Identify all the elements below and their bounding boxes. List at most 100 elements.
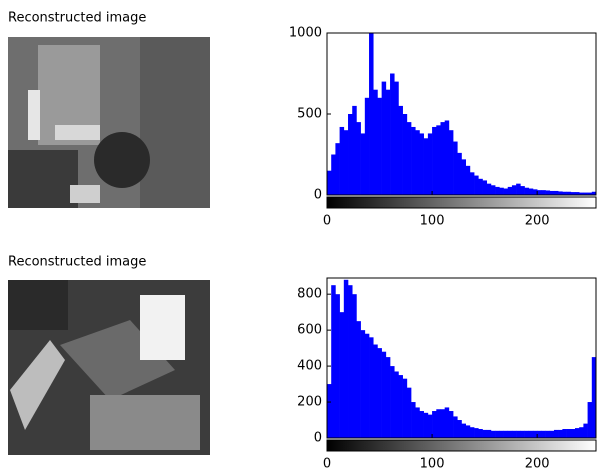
bar xyxy=(415,130,420,195)
bar xyxy=(344,280,349,438)
bar xyxy=(390,366,395,438)
bar xyxy=(466,166,471,195)
bar xyxy=(340,127,345,195)
bar xyxy=(487,430,492,438)
y-tick-label: 400 xyxy=(297,359,322,374)
bar xyxy=(436,409,441,438)
bar xyxy=(474,428,479,438)
bar xyxy=(361,330,366,438)
bar xyxy=(419,411,424,438)
bar xyxy=(525,188,530,195)
bar xyxy=(445,120,450,195)
x-tick-label: 100 xyxy=(420,457,445,472)
bar xyxy=(348,285,353,438)
bar xyxy=(579,427,584,438)
bar xyxy=(504,431,509,438)
colorbar xyxy=(327,440,596,451)
bar xyxy=(432,127,437,195)
bar xyxy=(474,176,479,195)
bar xyxy=(415,407,420,438)
bar xyxy=(352,294,357,438)
x-tick-label: 0 xyxy=(323,457,331,472)
bar xyxy=(327,171,332,195)
y-tick-label: 600 xyxy=(297,323,322,338)
bar xyxy=(356,321,361,438)
figure: Reconstructed image Reconstructed image … xyxy=(0,0,598,472)
bar xyxy=(411,127,416,195)
bar xyxy=(352,106,357,195)
bar xyxy=(335,143,340,195)
bar xyxy=(386,357,391,438)
bar xyxy=(457,420,462,438)
bar xyxy=(562,429,567,438)
bar xyxy=(377,98,382,195)
bar xyxy=(394,82,399,195)
bar xyxy=(432,411,437,438)
bar xyxy=(491,431,496,438)
y-tick-label: 0 xyxy=(314,431,322,446)
y-tick-label: 800 xyxy=(297,287,322,302)
bar xyxy=(575,428,580,438)
y-tick-label: 0 xyxy=(314,188,322,203)
bar xyxy=(504,189,509,195)
bar xyxy=(499,431,504,438)
bar xyxy=(571,429,576,438)
bar xyxy=(508,431,513,438)
bar xyxy=(373,90,378,195)
bar xyxy=(419,133,424,195)
bar xyxy=(365,334,370,438)
colorbar xyxy=(327,197,596,208)
bar xyxy=(369,337,374,438)
x-tick-label: 200 xyxy=(525,214,550,229)
bar xyxy=(462,159,467,195)
bar xyxy=(424,138,429,195)
bar xyxy=(491,185,496,195)
bar xyxy=(525,431,530,438)
bar xyxy=(588,402,593,438)
bar xyxy=(470,427,475,438)
bar xyxy=(407,388,412,438)
bar xyxy=(508,187,513,195)
bar xyxy=(567,429,572,438)
bar xyxy=(550,191,555,195)
bar xyxy=(335,294,340,438)
bar xyxy=(583,424,588,438)
y-tick-label: 500 xyxy=(297,107,322,122)
bar xyxy=(382,352,387,438)
bar xyxy=(478,429,483,438)
bar xyxy=(403,379,408,438)
x-tick-label: 100 xyxy=(420,214,445,229)
image-title: Reconstructed image xyxy=(8,11,146,26)
bar xyxy=(512,431,517,438)
bar xyxy=(382,82,387,195)
image xyxy=(8,280,210,455)
x-tick-label: 200 xyxy=(525,457,550,472)
bar xyxy=(398,375,403,438)
bar xyxy=(495,431,500,438)
bar xyxy=(487,184,492,195)
bar xyxy=(470,172,475,195)
bar xyxy=(403,114,408,195)
bar xyxy=(436,125,441,195)
bar xyxy=(356,122,361,195)
bar xyxy=(365,98,370,195)
bar xyxy=(428,133,433,195)
bar xyxy=(377,348,382,438)
bar xyxy=(440,409,445,438)
bar xyxy=(558,191,563,195)
bar xyxy=(516,431,521,438)
bar xyxy=(558,430,563,438)
bar xyxy=(344,130,349,195)
bar xyxy=(520,186,525,195)
image xyxy=(8,37,210,208)
bar xyxy=(331,155,336,196)
bar xyxy=(445,407,450,438)
bar xyxy=(520,431,525,438)
bar xyxy=(529,431,534,438)
bar xyxy=(537,190,542,195)
bar xyxy=(541,431,546,438)
bar xyxy=(386,90,391,195)
bar xyxy=(373,345,378,438)
bar xyxy=(546,431,551,438)
bar xyxy=(390,74,395,196)
